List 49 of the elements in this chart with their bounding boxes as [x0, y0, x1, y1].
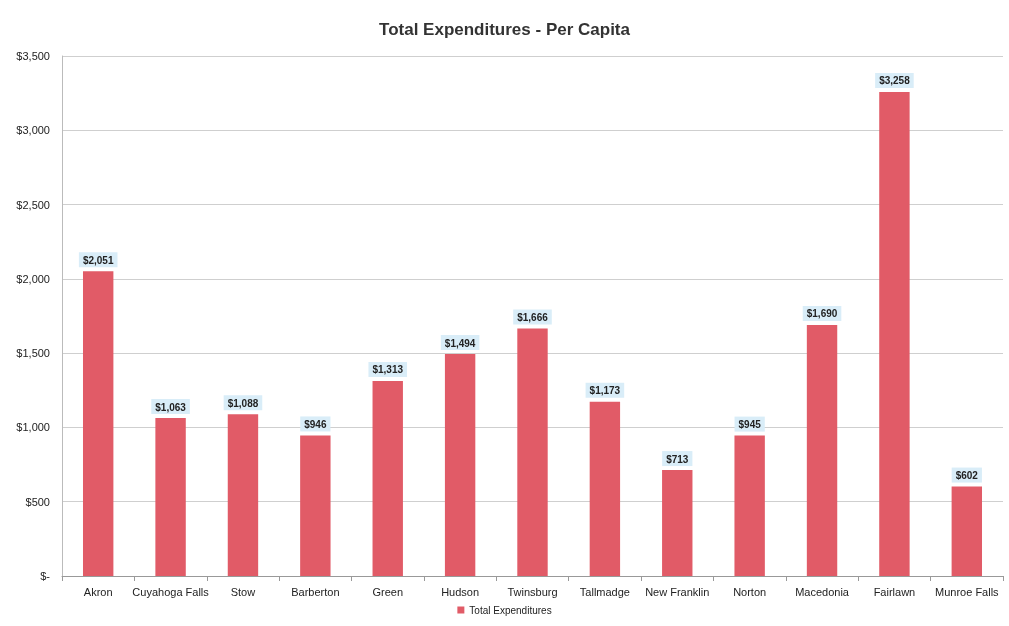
- x-tick-label: Stow: [230, 585, 256, 598]
- y-tick-label: $1,000: [16, 421, 50, 434]
- x-tick-label: Munroe Falls: [935, 585, 1000, 598]
- y-tick-label: $-: [40, 570, 51, 582]
- x-tick-label: Twinsburg: [507, 585, 558, 598]
- bar: [444, 354, 476, 576]
- x-tick-label: Macedonia: [795, 585, 850, 598]
- data-label: $2,051: [82, 254, 114, 266]
- x-tick-label: New Franklin: [645, 585, 710, 598]
- x-tick-label: Norton: [733, 585, 767, 598]
- y-tick-label: $500: [25, 495, 50, 508]
- y-tick-label: $3,500: [16, 50, 50, 62]
- y-tick-label: $3,000: [16, 124, 50, 137]
- legend-label: Total Expenditures: [469, 604, 552, 616]
- x-tick-label: Akron: [83, 585, 113, 598]
- x-tick-label: Fairlawn: [873, 585, 916, 598]
- y-tick-label: $2,500: [16, 198, 50, 211]
- x-tick-label: Hudson: [441, 585, 480, 598]
- chart-title: Total Expenditures - Per Capita: [379, 20, 631, 39]
- data-label: $1,173: [589, 385, 621, 397]
- bar: [372, 380, 403, 576]
- bar: [155, 418, 186, 576]
- x-tick-label: Cuyahoga Falls: [132, 585, 210, 598]
- data-label: $1,313: [372, 364, 404, 376]
- bar: [227, 414, 259, 576]
- x-tick-label: Tallmadge: [579, 585, 630, 598]
- bar: [82, 271, 114, 576]
- data-label: $1,063: [155, 401, 187, 413]
- bar: [879, 91, 910, 576]
- bar: [662, 470, 693, 576]
- bar: [951, 486, 983, 576]
- data-label: $1,666: [517, 311, 549, 323]
- data-label: $1,494: [444, 337, 476, 349]
- y-tick-label: $2,000: [16, 272, 50, 285]
- bar: [517, 328, 548, 576]
- data-label: $946: [304, 418, 327, 430]
- data-label: $1,088: [227, 397, 259, 409]
- data-label: $1,690: [806, 308, 838, 320]
- bar: [300, 435, 331, 576]
- x-tick-label: Green: [372, 585, 404, 598]
- bar: [806, 324, 838, 576]
- x-tick-label: Barberton: [291, 585, 340, 598]
- data-label: $713: [666, 453, 689, 465]
- y-tick-label: $1,500: [16, 347, 50, 360]
- bar: [734, 435, 765, 576]
- data-label: $602: [955, 470, 979, 482]
- data-label: $945: [738, 419, 762, 431]
- data-label: $3,258: [879, 75, 911, 87]
- bar: [589, 401, 621, 576]
